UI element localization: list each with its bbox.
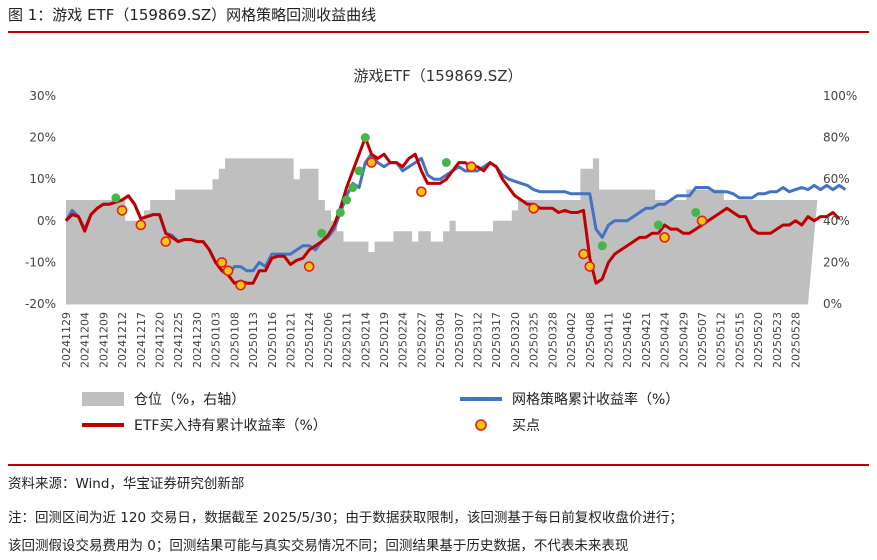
- buy-point: [303, 261, 315, 272]
- x-tick-label: 20250304: [434, 312, 447, 368]
- y-left-tick-label: 10%: [29, 172, 56, 186]
- buy-point: [578, 248, 589, 260]
- y-right-tick-label: 60%: [823, 172, 850, 186]
- sell-point: [335, 207, 345, 217]
- x-tick-label: 20250320: [509, 312, 522, 368]
- x-tick-label: 20250121: [284, 312, 297, 368]
- x-tick-label: 20250103: [210, 312, 223, 368]
- buy-point: [416, 186, 427, 197]
- x-tick-label: 20250429: [677, 312, 690, 368]
- points-layer: [111, 133, 708, 291]
- x-tick-label: 20241220: [154, 312, 167, 368]
- x-tick-label: 20250421: [640, 312, 653, 368]
- x-tick-label: 20250424: [659, 312, 672, 368]
- legend-label: 网格策略累计收益率（%）: [512, 391, 679, 408]
- x-tick-label: 20250528: [790, 312, 803, 368]
- x-tick-label: 20250520: [752, 312, 765, 368]
- bottom-rule: [8, 464, 869, 466]
- footnote-line-2: 该回测假设交易费用为 0；回测结果可能与真实交易情况不同；回测结果基于历史数据，…: [8, 538, 629, 554]
- legend-swatch-position: [82, 392, 124, 406]
- lines-layer: [64, 136, 847, 285]
- buy-point: [222, 265, 234, 277]
- y-right-tick-label: 0%: [823, 297, 842, 311]
- y-left-tick-label: 0%: [37, 214, 56, 228]
- x-tick-label: 20250411: [602, 312, 615, 368]
- chart-title: 游戏ETF（159869.SZ）: [353, 67, 522, 85]
- top-rule: [8, 31, 869, 33]
- x-tick-label: 20250312: [472, 312, 485, 368]
- buy-point: [235, 279, 246, 291]
- y-left-tick-label: -20%: [25, 297, 56, 311]
- x-tick-label: 20250211: [341, 312, 354, 368]
- x-tick-label: 20250206: [322, 312, 335, 368]
- sell-point: [342, 195, 352, 205]
- x-tick-label: 20250416: [621, 312, 634, 368]
- legend-label: 买点: [512, 418, 540, 434]
- legend-label: 仓位（%，右轴）: [134, 392, 245, 408]
- sell-point: [317, 228, 327, 238]
- x-tick-label: 20250307: [453, 312, 466, 368]
- x-tick-label: 20241204: [79, 312, 92, 368]
- sell-point: [354, 166, 364, 176]
- x-tick-label: 20241129: [60, 312, 73, 368]
- x-tick-label: 20250325: [528, 312, 541, 368]
- position-area: [66, 158, 818, 304]
- sell-point: [111, 193, 121, 203]
- buy-point: [216, 257, 228, 268]
- x-tick-label: 20250224: [397, 312, 410, 368]
- legend-label: ETF买入持有累计收益率（%）: [134, 417, 327, 434]
- sell-point: [691, 207, 701, 217]
- buy-point: [135, 219, 147, 231]
- x-tick-label: 20250507: [696, 312, 709, 368]
- x-tick-label: 20250108: [228, 312, 241, 368]
- axes-layer: 30% 20% 10% 0% -10% -20% 100% 80% 60% 40% 20% 0% 202…: [25, 89, 857, 368]
- x-tick-label: 20250408: [584, 312, 597, 368]
- position-area-layer: [66, 158, 818, 304]
- y-right-tick-label: 80%: [823, 131, 850, 145]
- x-tick-label: 20241209: [97, 312, 110, 368]
- sell-point: [360, 133, 370, 143]
- buy-point: [366, 157, 377, 168]
- buy-point: [659, 232, 670, 243]
- x-tick-label: 20250317: [490, 312, 503, 368]
- x-tick-label: 20241212: [116, 312, 129, 368]
- x-tick-label: 20250227: [415, 312, 428, 368]
- footnote-line-1: 注：回测区间为近 120 交易日，数据截至 2025/5/30；由于数据获取限制…: [8, 510, 683, 526]
- buy-point: [465, 161, 477, 173]
- x-tick-label: 20241225: [172, 312, 185, 368]
- x-tick-label: 20250116: [266, 312, 279, 368]
- x-tick-label: 20241217: [135, 312, 148, 368]
- x-tick-label: 20250219: [378, 312, 391, 368]
- y-right-tick-label: 100%: [823, 89, 857, 103]
- y-right-tick-label: 40%: [823, 214, 850, 228]
- buy-point: [160, 236, 172, 247]
- buy-point: [696, 215, 708, 227]
- legend-swatch-buy: [475, 419, 487, 431]
- buy-point: [528, 203, 539, 214]
- x-tick-label: 20250113: [247, 312, 260, 368]
- x-tick-label: 20250515: [733, 312, 746, 368]
- sell-point: [653, 220, 663, 230]
- buy-point: [584, 261, 596, 272]
- etf-hold-line: [64, 136, 841, 285]
- x-tick-label: 20250124: [303, 312, 316, 368]
- chart: 游戏ETF（159869.SZ） 30% 20% 10% 0% -10% -20% 100%…: [25, 67, 857, 434]
- figure-title: 图 1：游戏 ETF（159869.SZ）网格策略回测收益曲线: [8, 6, 377, 24]
- x-tick-label: 20250328: [546, 312, 559, 368]
- y-left-tick-label: 30%: [29, 89, 56, 103]
- x-tick-label: 20250512: [715, 312, 728, 368]
- sell-point: [597, 241, 607, 251]
- buy-point: [116, 205, 128, 216]
- sell-point: [348, 183, 358, 193]
- x-tick-label: 20241230: [191, 312, 204, 368]
- source-note: 资料来源：Wind，华宝证券研究创新部: [8, 476, 245, 492]
- x-tick-label: 20250402: [565, 312, 578, 368]
- x-tick-label: 20250523: [771, 312, 784, 368]
- legend: 仓位（%，右轴） 网格策略累计收益率（%） ETF买入持有累计收益率（%） 买点: [82, 391, 679, 434]
- sell-point: [441, 158, 451, 168]
- y-left-tick-label: -10%: [25, 255, 56, 269]
- x-tick-label: 20250214: [359, 312, 372, 368]
- y-right-tick-label: 20%: [823, 255, 850, 269]
- y-left-tick-label: 20%: [29, 131, 56, 145]
